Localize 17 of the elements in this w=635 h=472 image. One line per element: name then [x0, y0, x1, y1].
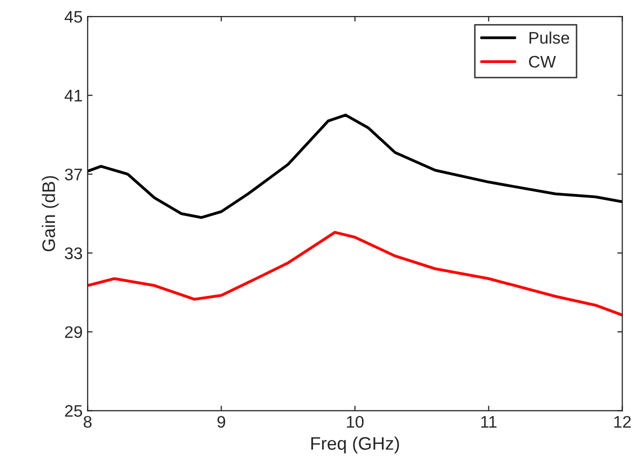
x-tick-label: 11: [481, 416, 496, 428]
y-tick-label: 29: [65, 326, 82, 338]
x-axis-title: Freq (GHz): [311, 436, 399, 454]
legend-label: CW: [529, 56, 556, 68]
line-series: [88, 230, 622, 316]
y-axis-title: Gain (dB): [42, 176, 59, 252]
x-tick-label: 12: [614, 416, 631, 428]
legend-label: Pulse: [530, 32, 570, 44]
x-tick-label: 8: [84, 416, 92, 428]
y-tick-label: 41: [64, 90, 82, 102]
x-tick-label: 10: [346, 416, 364, 428]
x-tick-label: 9: [217, 416, 226, 428]
line-series: [88, 114, 622, 219]
y-tick-label: 25: [65, 405, 82, 417]
y-tick-label: 37: [64, 168, 82, 180]
y-tick-label: 33: [64, 247, 82, 260]
y-tick-label: 45: [64, 11, 82, 23]
